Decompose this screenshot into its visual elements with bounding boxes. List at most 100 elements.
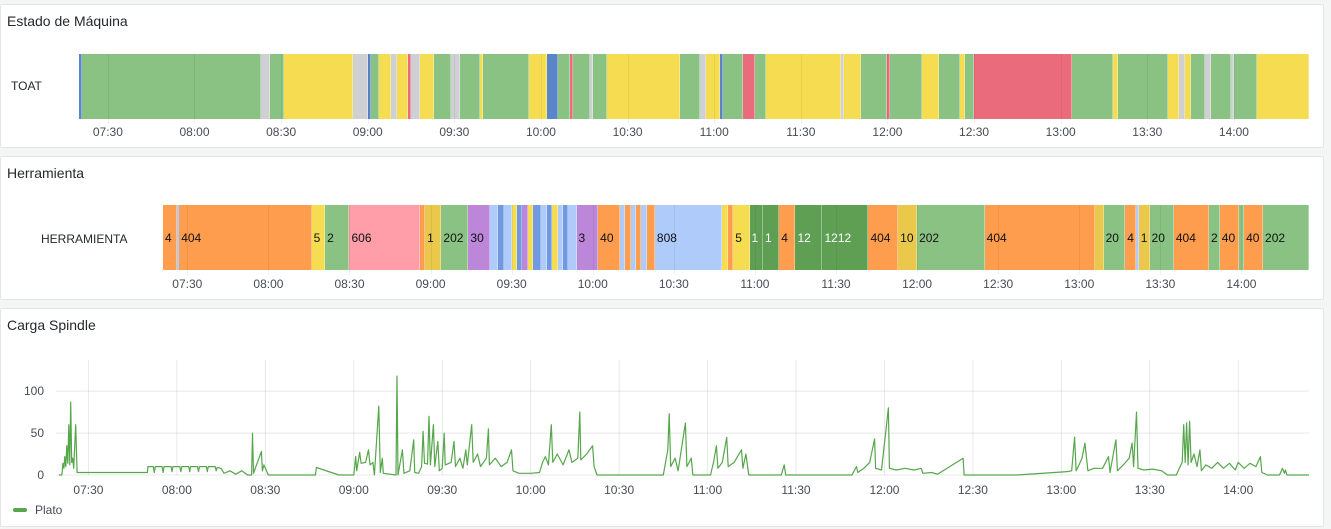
timeline-segment[interactable] <box>754 54 767 119</box>
timeline-segment[interactable]: 404 <box>868 205 899 270</box>
timeline-segment[interactable]: 202 <box>1263 205 1309 270</box>
timeline-segment[interactable] <box>527 205 534 270</box>
timeline-segment[interactable] <box>353 54 368 119</box>
timeline-segment[interactable]: 202 <box>917 205 985 270</box>
timeline-segment[interactable] <box>260 54 270 119</box>
timeline-segment[interactable] <box>419 205 426 270</box>
timeline-segment[interactable]: 4 <box>1125 205 1136 270</box>
timeline-segment[interactable] <box>625 205 631 270</box>
timeline-segment[interactable] <box>396 54 409 119</box>
timeline-segment[interactable] <box>367 54 371 119</box>
timeline-segment[interactable] <box>370 54 380 119</box>
timeline-segment[interactable]: 1 <box>749 205 763 270</box>
timeline-segment[interactable] <box>727 205 734 270</box>
timeline-segment[interactable]: 5 <box>311 205 326 270</box>
timeline-segment[interactable] <box>1118 54 1168 119</box>
timeline-segment[interactable] <box>861 54 888 119</box>
timeline-segment[interactable]: 5 <box>733 205 750 270</box>
timeline-segment[interactable] <box>679 54 700 119</box>
timeline-segment[interactable] <box>646 205 655 270</box>
timeline-segment[interactable] <box>546 54 559 119</box>
timeline-segment[interactable] <box>503 205 512 270</box>
timeline-segment[interactable]: 40 <box>1219 205 1239 270</box>
timeline-segment[interactable] <box>176 205 180 270</box>
timeline-segment[interactable]: 1 <box>1138 205 1150 270</box>
timeline-segment[interactable] <box>965 54 975 119</box>
timeline-segment[interactable] <box>529 54 547 119</box>
timeline-segment[interactable] <box>1072 54 1113 119</box>
timeline-segment[interactable] <box>743 54 755 119</box>
timeline-segment[interactable] <box>490 205 499 270</box>
timeline-segment[interactable]: 1212 <box>822 205 869 270</box>
timeline-segment[interactable]: 20 <box>1103 205 1126 270</box>
timeline-segment[interactable] <box>722 54 744 119</box>
timeline-segment[interactable]: 3 <box>576 205 599 270</box>
timeline-segment[interactable] <box>1167 54 1180 119</box>
timeline-segment[interactable] <box>511 205 518 270</box>
timeline-segment[interactable] <box>607 54 680 119</box>
timeline-segment[interactable] <box>841 54 845 119</box>
timeline-segment[interactable] <box>1190 54 1206 119</box>
timeline-segment[interactable] <box>1210 54 1232 119</box>
timeline-segment[interactable]: 20 <box>1149 205 1174 270</box>
timeline-segment[interactable]: 2 <box>1208 205 1220 270</box>
timeline-segment[interactable] <box>541 205 547 270</box>
timeline-segment[interactable] <box>699 54 706 119</box>
timeline-segment[interactable] <box>1179 54 1185 119</box>
timeline-segment[interactable] <box>705 54 720 119</box>
timeline-segment[interactable] <box>939 54 960 119</box>
timeline-segment[interactable]: 1 <box>763 205 780 270</box>
timeline-segment[interactable]: 404 <box>1173 205 1209 270</box>
timeline-segment[interactable] <box>1112 54 1119 119</box>
timeline-segment[interactable]: 40 <box>1244 205 1264 270</box>
state-timeline-bar[interactable] <box>79 54 1309 119</box>
timeline-segment[interactable]: 4 <box>163 205 177 270</box>
timeline-segment[interactable] <box>546 205 553 270</box>
timeline-segment[interactable] <box>572 54 591 119</box>
timeline-segment[interactable] <box>498 205 504 270</box>
timeline-segment[interactable] <box>480 54 484 119</box>
timeline-segment[interactable]: 606 <box>349 205 420 270</box>
timeline-segment[interactable] <box>434 54 452 119</box>
timeline-segment[interactable] <box>558 54 570 119</box>
timeline-segment[interactable]: 404 <box>984 205 1096 270</box>
timeline-segment[interactable] <box>1231 54 1235 119</box>
timeline-segment[interactable] <box>766 54 842 119</box>
timeline-segment[interactable] <box>557 205 563 270</box>
timeline-segment[interactable]: 4 <box>779 205 796 270</box>
timeline-segment[interactable] <box>419 54 435 119</box>
timeline-segment[interactable] <box>390 54 397 119</box>
timeline-segment[interactable] <box>922 54 940 119</box>
timeline-segment[interactable] <box>411 54 420 119</box>
timeline-segment[interactable] <box>533 205 542 270</box>
timeline-segment[interactable] <box>568 205 577 270</box>
timeline-segment[interactable] <box>1233 54 1258 119</box>
timeline-segment[interactable] <box>552 205 558 270</box>
timeline-segment[interactable] <box>1095 205 1104 270</box>
timeline-segment[interactable] <box>719 54 723 119</box>
timeline-segment[interactable] <box>1238 205 1245 270</box>
timeline-segment[interactable] <box>844 54 862 119</box>
timeline-segment[interactable] <box>1257 54 1309 119</box>
timeline-segment[interactable]: 40 <box>598 205 620 270</box>
timeline-segment[interactable]: 202 <box>441 205 469 270</box>
timeline-segment[interactable] <box>641 205 647 270</box>
timeline-segment[interactable] <box>483 54 530 119</box>
timeline-segment[interactable]: 10 <box>898 205 918 270</box>
timeline-segment[interactable] <box>635 205 642 270</box>
timeline-segment[interactable] <box>1136 205 1140 270</box>
timeline-segment[interactable] <box>563 205 569 270</box>
timeline-segment[interactable] <box>1184 54 1191 119</box>
timeline-segment[interactable] <box>81 54 261 119</box>
timeline-segment[interactable] <box>522 205 528 270</box>
timeline-segment[interactable] <box>569 54 573 119</box>
timeline-segment[interactable] <box>451 54 461 119</box>
timeline-segment[interactable] <box>959 54 966 119</box>
timeline-segment[interactable] <box>722 205 728 270</box>
timeline-segment[interactable] <box>284 54 354 119</box>
legend-item-plato[interactable]: Plato <box>13 503 62 517</box>
timeline-segment[interactable] <box>79 54 82 119</box>
timeline-segment[interactable]: 1 <box>425 205 442 270</box>
timeline-segment[interactable] <box>630 205 636 270</box>
timeline-segment[interactable]: 2 <box>325 205 350 270</box>
